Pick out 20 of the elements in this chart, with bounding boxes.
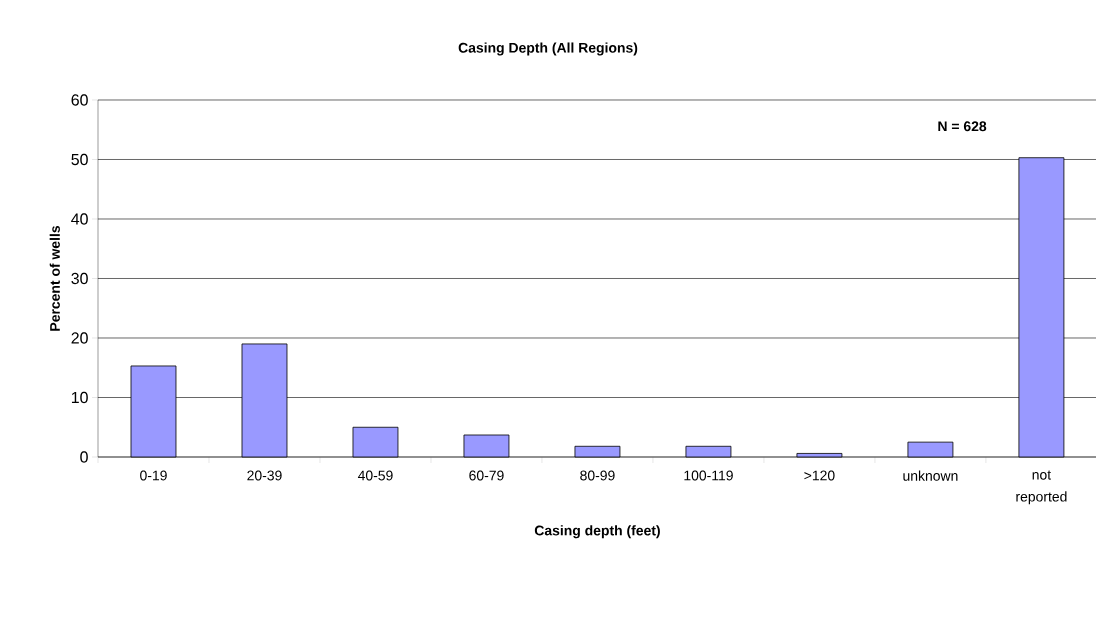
chart-title: Casing Depth (All Regions)	[458, 42, 638, 56]
y-tick-label: 60	[71, 94, 88, 106]
x-tick-label: not reported	[1016, 470, 1067, 505]
x-tick-label: >120	[804, 470, 835, 481]
x-tick-label: 60-79	[469, 470, 504, 481]
x-tick-label: 40-59	[357, 470, 393, 481]
annotation: N = 628	[938, 121, 987, 132]
x-tick-label: 0-19	[140, 470, 167, 481]
y-tick-label: 20	[71, 332, 88, 344]
y-axis-title: Percent of wells	[49, 225, 60, 331]
x-tick-label: 20-39	[247, 470, 282, 481]
x-tick-label: unknown	[903, 470, 958, 481]
y-tick-label: 40	[71, 213, 88, 225]
y-tick-label: 30	[71, 272, 88, 285]
y-tick-label: 50	[71, 153, 88, 166]
y-tick-label: 10	[71, 391, 88, 404]
x-axis-title: Casing depth (feet)	[534, 525, 660, 539]
x-tick-label: 80-99	[580, 470, 615, 481]
y-tick-label: 0	[80, 451, 88, 463]
x-tick-label: 100-119	[684, 470, 733, 481]
